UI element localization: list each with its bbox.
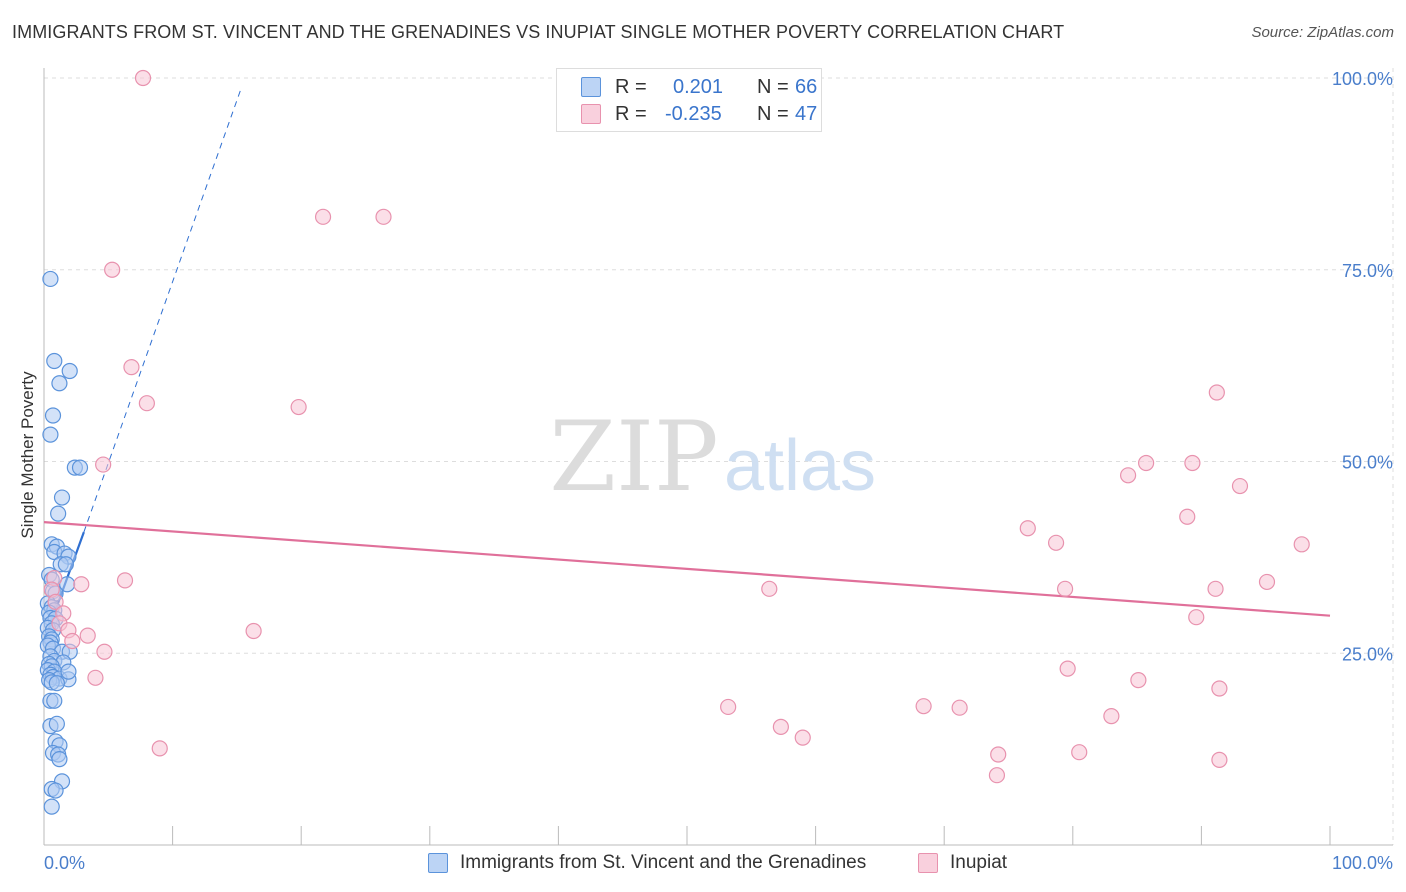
data-point-immigrants xyxy=(53,489,71,506)
data-point-inupiat xyxy=(134,69,152,87)
data-point-inupiat xyxy=(1056,580,1074,597)
data-point-inupiat xyxy=(988,767,1006,784)
trend-line-immigrants-dashed xyxy=(83,89,242,533)
data-point-immigrants xyxy=(48,675,65,692)
data-point-inupiat xyxy=(47,593,64,610)
data-point-inupiat xyxy=(1047,534,1065,551)
x-tick-label: 0.0% xyxy=(44,853,85,873)
y-tick-label: 100.0% xyxy=(1332,69,1393,89)
y-axis-label: Single Mother Poverty xyxy=(18,371,37,539)
legend: R = 0.201 N = 66 R = -0.235 N = 47 xyxy=(556,68,822,132)
bottom-legend-swatch-blue xyxy=(428,853,448,873)
data-point-inupiat xyxy=(1059,660,1076,677)
bottom-legend-swatch-pink xyxy=(918,853,938,873)
data-point-inupiat xyxy=(95,456,112,473)
data-point-immigrants xyxy=(50,505,67,522)
source-label: Source: ZipAtlas.com xyxy=(1251,24,1394,41)
data-point-inupiat xyxy=(1184,454,1201,472)
legend-n-value: 47 xyxy=(795,103,818,125)
data-point-immigrants xyxy=(60,663,77,680)
data-point-inupiat xyxy=(1231,477,1249,495)
data-point-inupiat xyxy=(1258,573,1276,591)
data-point-inupiat xyxy=(1019,520,1036,537)
tick-labels: 25.0% 50.0% 75.0% 100.0% 0.0% 100.0% xyxy=(44,69,1393,873)
data-point-inupiat xyxy=(915,698,932,715)
data-point-immigrants xyxy=(51,375,68,392)
data-point-inupiat xyxy=(761,580,778,597)
data-point-inupiat xyxy=(1119,467,1137,484)
data-point-inupiat xyxy=(990,746,1007,763)
data-point-immigrants xyxy=(46,692,63,709)
data-point-immigrants xyxy=(47,782,64,799)
watermark: ZIP atlas xyxy=(549,401,876,513)
x-tick-label: 100.0% xyxy=(1332,853,1393,873)
data-point-immigrants xyxy=(61,362,78,380)
data-point-immigrants xyxy=(42,270,59,288)
data-point-inupiat xyxy=(1103,708,1120,725)
data-point-inupiat xyxy=(794,729,811,746)
data-point-inupiat xyxy=(314,208,332,225)
data-point-inupiat xyxy=(64,632,81,650)
y-tick-label: 25.0% xyxy=(1342,644,1393,664)
data-point-inupiat xyxy=(151,740,168,757)
data-points xyxy=(39,69,1310,815)
data-point-inupiat xyxy=(1208,384,1225,401)
chart-title: IMMIGRANTS FROM ST. VINCENT AND THE GREN… xyxy=(12,22,1065,42)
legend-r-label: R = xyxy=(615,76,647,98)
legend-swatch-blue xyxy=(581,77,601,97)
legend-swatch-pink xyxy=(581,104,601,124)
bottom-legend-label: Immigrants from St. Vincent and the Gren… xyxy=(460,852,867,873)
data-point-inupiat xyxy=(772,718,789,735)
data-point-inupiat xyxy=(138,395,155,412)
y-tick-label: 50.0% xyxy=(1342,453,1393,473)
data-point-inupiat xyxy=(123,359,140,376)
data-point-inupiat xyxy=(1293,536,1310,553)
data-point-inupiat xyxy=(96,643,113,660)
data-point-inupiat xyxy=(116,572,134,589)
y-tick-label: 75.0% xyxy=(1342,261,1393,281)
data-point-inupiat xyxy=(951,699,968,716)
data-point-inupiat xyxy=(290,398,307,416)
watermark-atlas: atlas xyxy=(724,426,876,506)
data-point-inupiat xyxy=(1211,680,1228,697)
data-point-inupiat xyxy=(1211,751,1228,768)
legend-n-value: 66 xyxy=(795,76,818,98)
legend-n-label: N = xyxy=(757,76,789,98)
data-point-inupiat xyxy=(1138,454,1155,472)
legend-r-value: -0.235 xyxy=(665,103,722,125)
data-point-immigrants xyxy=(44,407,62,424)
data-point-inupiat xyxy=(1207,580,1224,597)
watermark-zip: ZIP xyxy=(549,401,718,513)
legend-r-value: 0.201 xyxy=(673,76,724,98)
data-point-inupiat xyxy=(1188,609,1205,626)
data-point-inupiat xyxy=(245,622,262,640)
data-point-immigrants xyxy=(43,798,60,815)
data-point-immigrants xyxy=(46,352,63,370)
trend-lines xyxy=(42,89,1331,643)
data-point-inupiat xyxy=(720,698,737,716)
data-point-inupiat xyxy=(73,576,90,593)
trend-line-inupiat xyxy=(43,520,1331,617)
data-point-inupiat xyxy=(1071,744,1088,761)
bottom-legend-label: Inupiat xyxy=(950,852,1008,873)
data-point-immigrants xyxy=(71,459,89,476)
data-point-inupiat xyxy=(1179,508,1196,525)
data-point-inupiat xyxy=(79,627,96,644)
data-point-inupiat xyxy=(375,208,392,225)
data-point-inupiat xyxy=(104,261,121,278)
legend-n-label: N = xyxy=(757,103,789,125)
data-point-immigrants xyxy=(48,715,65,732)
data-point-immigrants xyxy=(42,426,59,443)
data-point-immigrants xyxy=(51,750,68,768)
axes xyxy=(43,68,1393,846)
legend-r-label: R = xyxy=(615,103,647,125)
data-point-inupiat xyxy=(1130,671,1147,689)
data-point-immigrants xyxy=(57,556,74,573)
data-point-inupiat xyxy=(87,669,104,686)
